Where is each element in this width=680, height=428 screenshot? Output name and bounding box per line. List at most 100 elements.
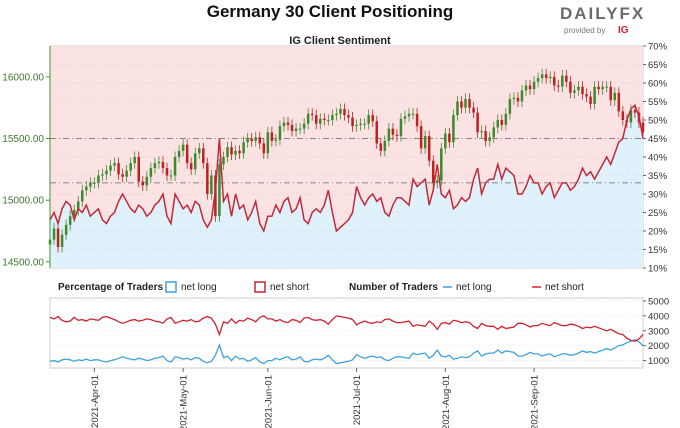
candle-body <box>359 123 362 125</box>
candle-body <box>198 148 201 154</box>
candle-body <box>141 181 145 186</box>
candle-body <box>472 107 475 113</box>
pct-tick-label: 45% <box>648 134 668 145</box>
date-axis-ticks: 2021-Apr-01 2021-May-01 2021-Jun-01 2021-Ju… <box>90 368 541 428</box>
candle-body <box>157 161 161 164</box>
candle-body <box>314 115 318 124</box>
candle-body <box>214 175 217 217</box>
candle-body <box>617 92 621 112</box>
legend-pct-title: Percentage of Traders <box>58 282 163 293</box>
candle-body <box>262 143 266 154</box>
candle-body <box>609 86 612 101</box>
candle-body <box>593 86 596 104</box>
count-axis-ticks: 1000 2000 3000 4000 5000 <box>643 296 669 367</box>
candle-body <box>68 216 72 225</box>
candle-body <box>585 94 588 97</box>
candle-body <box>436 180 439 183</box>
candle-body <box>355 124 358 127</box>
candle-body <box>76 201 80 211</box>
candle-body <box>387 128 391 141</box>
candle-body <box>331 115 334 120</box>
candle-body <box>210 175 213 194</box>
candle-body <box>105 170 108 175</box>
candle-body <box>460 101 463 108</box>
candle-body <box>319 118 322 124</box>
candle-body <box>504 113 508 125</box>
candle-body <box>153 163 157 169</box>
candle-body <box>52 228 56 240</box>
candle-body <box>266 132 270 154</box>
candle-body <box>629 110 633 123</box>
candle-body <box>109 165 112 171</box>
candle-body <box>310 113 314 116</box>
candle-body <box>343 108 346 116</box>
candle-body <box>117 163 120 175</box>
candle-body <box>97 175 100 183</box>
logo-main-text: DAILYFX <box>560 4 645 23</box>
candle-body <box>427 136 431 161</box>
net-long-area <box>50 105 643 268</box>
candle-body <box>113 163 116 166</box>
candle-body <box>419 126 423 149</box>
candle-body <box>452 115 455 143</box>
dailyfx-logo[interactable]: DAILYFX provided by IG <box>560 2 670 38</box>
candle-body <box>121 174 124 177</box>
legend-pct-long-swatch <box>165 281 177 293</box>
candle-body <box>93 182 96 184</box>
candle-body <box>226 147 229 157</box>
candle-body <box>258 137 262 144</box>
candle-body <box>464 99 467 108</box>
date-tick-label: 2021-Sep-01 <box>530 375 541 428</box>
date-tick-label: 2021-Apr-01 <box>90 375 101 428</box>
date-tick-label: 2021-Jul-01 <box>352 375 363 425</box>
candle-body <box>399 118 403 137</box>
lower-grid <box>50 300 643 361</box>
upper-grid <box>50 45 643 269</box>
candle-body <box>218 164 221 217</box>
candle-body <box>476 112 479 133</box>
candle-body <box>327 120 330 121</box>
candle-body <box>492 127 495 138</box>
legend-pct-short-swatch <box>254 281 266 293</box>
candle-body <box>379 143 383 151</box>
candle-body <box>181 144 185 151</box>
pct-tick-label: 60% <box>648 79 668 90</box>
candle-body <box>496 120 500 128</box>
candle-body <box>407 113 411 117</box>
candle-body <box>234 150 237 155</box>
legend-num-short-label: net short <box>545 282 584 293</box>
candle-body <box>64 224 68 235</box>
candle-body <box>440 148 443 181</box>
candle-body <box>569 81 572 93</box>
candle-body <box>524 85 528 91</box>
candle-body <box>431 160 435 183</box>
candle-body <box>133 157 136 164</box>
logo-sub-text: provided by <box>564 26 605 35</box>
lower-plot-frame <box>49 297 644 369</box>
candle-body <box>468 99 471 108</box>
candle-body <box>516 97 520 102</box>
candle-body <box>282 122 286 127</box>
candle-body <box>294 128 298 132</box>
candle-body <box>250 138 253 141</box>
date-tick-label: 2021-Jun-01 <box>263 375 274 428</box>
candle-body <box>536 78 540 82</box>
net-short-area <box>50 46 643 231</box>
candle-body <box>169 175 173 177</box>
candle-body <box>254 137 257 141</box>
candle-body <box>302 123 306 129</box>
net-long-count-line <box>49 338 644 365</box>
candle-body <box>85 186 88 191</box>
candle-body <box>60 234 64 248</box>
candle-body <box>415 113 419 127</box>
pct-tick-label: 10% <box>648 264 668 275</box>
pct-tick-label: 30% <box>648 190 668 201</box>
net-short-pct-line <box>49 103 644 233</box>
candle-body <box>383 140 387 151</box>
candle-body <box>480 131 483 133</box>
candle-body <box>270 132 274 141</box>
candle-body <box>573 90 576 93</box>
candle-body <box>101 174 104 176</box>
count-tick-label: 3000 <box>648 326 669 337</box>
